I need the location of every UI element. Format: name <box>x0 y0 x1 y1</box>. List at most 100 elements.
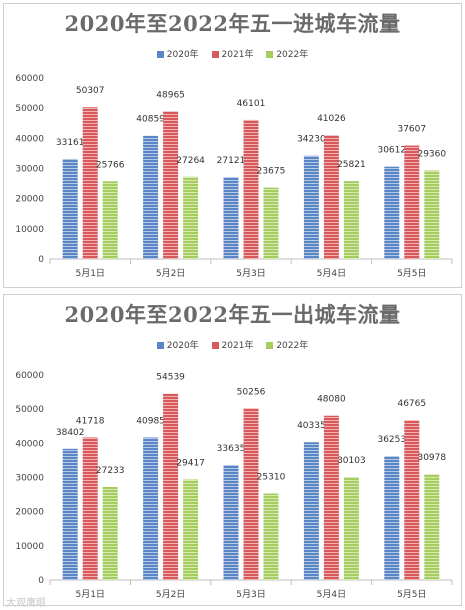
chart-title: 2020年至2022年五一出城车流量 <box>64 302 401 327</box>
bar-2021年-5月1日 <box>82 107 98 260</box>
watermark-logo: 大观鹰眼 <box>6 598 46 609</box>
data-label: 40335 <box>297 421 326 431</box>
legend-label: 2021年 <box>221 341 254 351</box>
x-tick-label: 5月5日 <box>397 589 426 600</box>
x-tick-label: 5月3日 <box>236 589 265 600</box>
data-label: 46765 <box>397 399 426 409</box>
data-label: 40859 <box>136 115 165 125</box>
bar-2021年-5月2日 <box>163 393 179 580</box>
data-label: 25766 <box>96 160 125 170</box>
bar-2022年-5月2日 <box>183 176 199 259</box>
bar-2022年-5月5日 <box>424 170 440 259</box>
x-tick-label: 5月2日 <box>156 268 185 279</box>
y-tick-label: 50000 <box>15 104 44 114</box>
legend-item-2020: 2020年 <box>156 47 199 60</box>
data-label: 33161 <box>56 138 85 148</box>
y-tick-label: 20000 <box>15 508 44 518</box>
x-tick-label: 5月4日 <box>317 268 346 279</box>
y-tick-label: 30000 <box>15 165 44 175</box>
y-tick-label: 60000 <box>15 371 44 381</box>
legend-item-2022: 2022年 <box>266 47 308 60</box>
data-label: 50256 <box>237 387 266 397</box>
data-label: 23675 <box>257 167 286 177</box>
bar-2022年-5月2日 <box>183 479 199 580</box>
data-label: 37607 <box>397 125 426 135</box>
bar-2020年-5月4日 <box>303 442 319 580</box>
legend-label: 2020年 <box>166 50 199 60</box>
data-label: 36253 <box>377 435 406 445</box>
data-label: 27121 <box>217 156 246 166</box>
bar-2022年-5月1日 <box>102 486 118 580</box>
data-label: 29360 <box>417 149 446 159</box>
legend-item-2022: 2022年 <box>266 338 308 351</box>
x-tick-label: 5月4日 <box>317 589 346 600</box>
bar-2021年-5月5日 <box>404 145 420 259</box>
data-label: 38402 <box>56 428 85 438</box>
data-label: 40985 <box>136 416 165 426</box>
bar-2021年-5月3日 <box>243 408 259 580</box>
chart-panel-outbound: 2020年至2022年五一出城车流量 2020年 2021年 2022年 0 10… <box>3 294 462 606</box>
bar-2020年-5月1日 <box>62 158 78 259</box>
data-label: 30612 <box>377 146 406 156</box>
y-tick-label: 50000 <box>15 405 44 415</box>
data-label: 48080 <box>317 395 346 405</box>
bar-2021年-5月4日 <box>323 415 339 580</box>
y-tick-label: 10000 <box>15 225 44 235</box>
bar-2021年-5月4日 <box>323 135 339 259</box>
bar-2022年-5月1日 <box>102 181 118 259</box>
data-label: 27264 <box>176 156 205 166</box>
data-label: 46101 <box>237 99 266 109</box>
y-tick-label: 20000 <box>15 195 44 205</box>
legend-item-2020: 2020年 <box>156 338 199 351</box>
x-tick-label: 5月1日 <box>75 589 104 600</box>
data-label: 48965 <box>156 90 185 100</box>
legend-label: 2020年 <box>166 341 199 351</box>
y-tick-label: 40000 <box>15 134 44 144</box>
bar-2020年-5月5日 <box>384 456 400 580</box>
bar-2022年-5月4日 <box>343 477 359 580</box>
x-tick-label: 5月3日 <box>236 268 265 279</box>
data-label: 41026 <box>317 114 346 124</box>
y-tick-label: 0 <box>38 576 44 586</box>
x-tick-label: 5月2日 <box>156 589 185 600</box>
x-tick-label: 5月5日 <box>397 268 426 279</box>
bar-2022年-5月3日 <box>263 187 279 259</box>
legend-label: 2022年 <box>276 341 309 351</box>
data-label: 30978 <box>417 453 446 463</box>
y-tick-label: 10000 <box>15 542 44 552</box>
bar-2022年-5月3日 <box>263 493 279 580</box>
data-label: 25310 <box>257 473 286 483</box>
bar-2020年-5月1日 <box>62 448 78 580</box>
bar-2020年-5月2日 <box>143 437 159 580</box>
data-label: 29417 <box>176 458 205 468</box>
data-label: 27233 <box>96 466 125 476</box>
bar-2021年-5月3日 <box>243 119 259 259</box>
legend-label: 2021年 <box>221 50 254 60</box>
y-tick-label: 40000 <box>15 439 44 449</box>
bar-2022年-5月4日 <box>343 181 359 259</box>
bar-2021年-5月5日 <box>404 420 420 580</box>
data-label: 50307 <box>76 86 105 96</box>
data-label: 25821 <box>337 160 366 170</box>
legend-label: 2022年 <box>276 50 309 60</box>
data-label: 34230 <box>297 135 326 145</box>
bar-2020年-5月4日 <box>303 155 319 259</box>
bar-2022年-5月5日 <box>424 474 440 580</box>
bar-2020年-5月5日 <box>384 166 400 259</box>
bar-chart-plot: 0 10000 20000 30000 40000 50000 60000 33161 5030… <box>15 74 453 279</box>
chart-title: 2020年至2022年五一进城车流量 <box>64 11 401 36</box>
bar-2021年-5月2日 <box>163 111 179 260</box>
y-tick-label: 60000 <box>15 74 44 84</box>
data-label: 41718 <box>76 416 105 426</box>
y-tick-label: 0 <box>38 255 44 265</box>
bar-2020年-5月3日 <box>223 465 239 580</box>
data-label: 30103 <box>337 456 366 466</box>
chart-legend: 2020年 2021年 2022年 <box>4 47 461 60</box>
data-label: 54539 <box>156 373 185 383</box>
bar-chart-plot: 0 10000 20000 30000 40000 50000 60000 38402 4171… <box>15 371 453 600</box>
legend-item-2021: 2021年 <box>211 47 254 60</box>
y-tick-label: 30000 <box>15 474 44 484</box>
bar-2020年-5月2日 <box>143 135 159 259</box>
data-label: 33635 <box>217 444 246 454</box>
legend-item-2021: 2021年 <box>211 338 254 351</box>
